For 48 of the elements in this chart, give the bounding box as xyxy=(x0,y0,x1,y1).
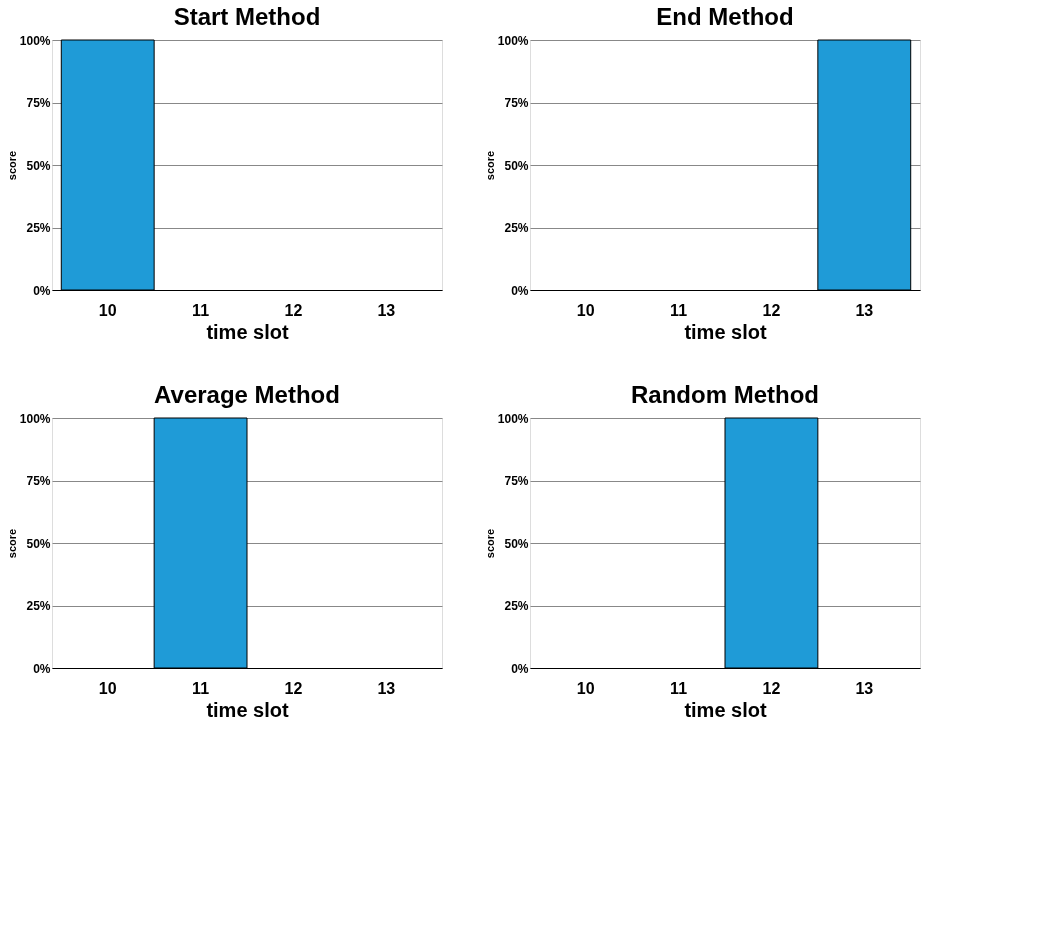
chart-title: Start Method xyxy=(173,3,321,30)
y-tick-label: 0% xyxy=(511,661,529,676)
x-tick-label: 13 xyxy=(855,301,874,319)
y-axis-title: score xyxy=(5,150,18,181)
x-tick-label: 12 xyxy=(762,301,781,319)
x-tick-label: 11 xyxy=(192,301,210,319)
x-tick-label: 11 xyxy=(670,301,688,319)
y-tick-label: 25% xyxy=(504,221,529,235)
y-tick-label: 100% xyxy=(497,411,529,426)
y-tick-label: 100% xyxy=(19,33,51,48)
y-tick-label: 75% xyxy=(26,474,51,488)
y-tick-label: 50% xyxy=(504,158,529,173)
x-tick-label: 13 xyxy=(855,679,874,697)
y-axis-title: score xyxy=(483,150,496,181)
x-axis-title: time slot xyxy=(684,698,767,721)
y-axis-title: score xyxy=(483,528,496,559)
y-tick-label: 0% xyxy=(511,283,529,298)
x-tick-label: 12 xyxy=(284,679,303,697)
y-tick-label: 0% xyxy=(33,283,51,298)
chart-title: End Method xyxy=(656,3,794,30)
y-tick-label: 25% xyxy=(504,599,529,613)
y-tick-label: 25% xyxy=(26,221,51,235)
chart-title: Random Method xyxy=(631,381,819,408)
y-tick-label: 50% xyxy=(504,536,529,551)
y-tick-label: 75% xyxy=(504,96,529,110)
x-axis-title: time slot xyxy=(206,320,289,343)
y-axis-title: score xyxy=(5,528,18,559)
x-tick-label: 12 xyxy=(762,679,781,697)
y-tick-label: 100% xyxy=(19,411,51,426)
y-tick-label: 25% xyxy=(26,599,51,613)
x-tick-label: 10 xyxy=(98,301,117,319)
y-tick-label: 75% xyxy=(504,474,529,488)
chart-title: Average Method xyxy=(154,381,340,408)
y-tick-label: 75% xyxy=(26,96,51,110)
x-tick-label: 10 xyxy=(98,679,117,697)
x-axis-title: time slot xyxy=(684,320,767,343)
x-tick-label: 13 xyxy=(377,301,396,319)
x-tick-label: 13 xyxy=(377,679,396,697)
y-tick-label: 0% xyxy=(33,661,51,676)
y-tick-label: 50% xyxy=(26,536,51,551)
x-tick-label: 12 xyxy=(284,301,303,319)
x-tick-label: 10 xyxy=(576,679,595,697)
y-tick-label: 100% xyxy=(497,33,529,48)
y-tick-label: 50% xyxy=(26,158,51,173)
x-tick-label: 11 xyxy=(670,679,688,697)
x-tick-label: 10 xyxy=(576,301,595,319)
x-axis-title: time slot xyxy=(206,698,289,721)
x-tick-label: 11 xyxy=(192,679,210,697)
